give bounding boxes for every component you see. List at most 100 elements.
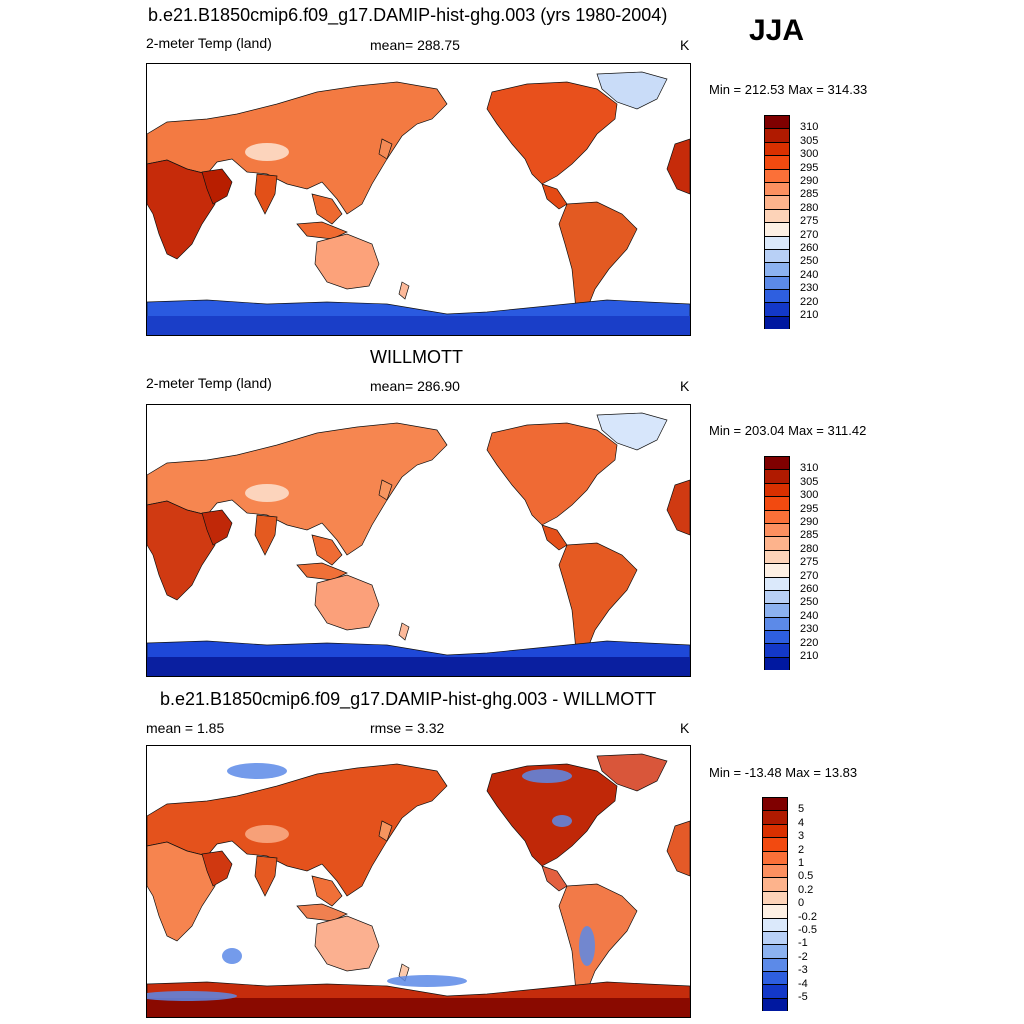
colorbar-swatch	[764, 482, 790, 497]
world-map	[147, 71, 690, 335]
colorbar-swatch	[762, 957, 788, 972]
colorbar-swatch	[764, 262, 790, 276]
colorbar-swatch	[762, 863, 788, 878]
colorbar-swatch	[764, 469, 790, 483]
world-map	[147, 412, 690, 676]
land-africa_east	[666, 138, 690, 195]
panel-title: b.e21.B1850cmip6.f09_g17.DAMIP-hist-ghg.…	[160, 689, 657, 709]
colorbar-swatch	[764, 195, 790, 209]
land-indonesia	[296, 903, 348, 922]
colorbar-tick-label: -4	[798, 977, 808, 990]
land-camerica	[541, 183, 568, 210]
land-indonesia	[296, 562, 348, 581]
colorbar-tick-label: -2	[798, 950, 808, 963]
colorbar: 5 4 3 2 1 0.5 0.2 0 -0.2 -0.5 -1 -2 -3 -4 -5	[762, 797, 817, 1012]
land-australia	[314, 915, 380, 972]
minmax-label: Min = 212.53 Max = 314.33	[709, 82, 868, 97]
colorbar-swatch	[764, 208, 790, 223]
colorbar-tick-label: 5	[798, 803, 805, 816]
colorbar-swatch	[762, 810, 788, 824]
colorbar-tick-label: 0.2	[798, 883, 814, 896]
tibet-plateau	[245, 143, 289, 161]
colorbar-swatch	[764, 603, 790, 617]
colorbar-swatch	[764, 289, 790, 303]
colorbar-tick-label: 310	[800, 121, 819, 134]
colorbar-swatch	[764, 656, 790, 671]
colorbar-swatch	[764, 248, 790, 263]
land-eurasia	[147, 763, 448, 897]
colorbar-swatch	[764, 155, 790, 169]
colorbar-swatch	[764, 509, 790, 523]
colorbar-tick-label: 2	[798, 843, 805, 856]
map-difference	[146, 745, 691, 1018]
colorbar-tick-label: 295	[800, 161, 819, 174]
land-africa_east	[666, 820, 690, 877]
colorbar-swatch	[764, 115, 790, 129]
tibet-plateau	[245, 825, 289, 843]
land-namerica	[486, 422, 618, 526]
colorbar-tick-label: 285	[800, 529, 819, 542]
colorbar-swatch	[762, 850, 788, 864]
land-namerica	[486, 81, 618, 185]
negative-anomaly	[579, 926, 595, 966]
colorbar-tick-label: 230	[800, 623, 819, 636]
antarctica-interior	[147, 998, 690, 1017]
colorbar-tick-label: -1	[798, 937, 808, 950]
panel-title: WILLMOTT	[370, 347, 463, 367]
colorbar-swatch	[764, 576, 790, 590]
land-greenland	[596, 71, 668, 110]
colorbar-tick-label: -3	[798, 964, 808, 977]
variable-label: 2-meter Temp (land)	[146, 35, 272, 51]
land-arabia	[201, 850, 233, 887]
colorbar-tick-label: 270	[800, 228, 819, 241]
units-label: K	[680, 720, 690, 736]
panel-title: b.e21.B1850cmip6.f09_g17.DAMIP-hist-ghg.…	[148, 5, 668, 25]
land-camerica	[541, 524, 568, 551]
land-seasia	[311, 193, 343, 225]
negative-anomaly	[522, 769, 572, 783]
mean-label: mean= 286.90	[370, 378, 460, 394]
colorbar-swatch	[764, 302, 790, 316]
land-africa_east	[666, 479, 690, 536]
colorbar-swatch	[762, 971, 788, 985]
colorbar-swatch	[762, 944, 788, 958]
rmse-label: rmse = 3.32	[370, 720, 445, 736]
land-camerica	[541, 865, 568, 892]
colorbar-tick-label: 300	[800, 489, 819, 502]
negative-anomaly	[222, 948, 242, 964]
colorbar-tick-label: 250	[800, 596, 819, 609]
colorbar-tick-label: 240	[800, 609, 819, 622]
colorbar-tick-label: 295	[800, 502, 819, 515]
colorbar-tick-label: 290	[800, 175, 819, 187]
colorbar-tick-label: -0.5	[798, 924, 817, 936]
colorbar-swatch	[762, 984, 788, 998]
negative-anomaly	[552, 815, 572, 827]
colorbar-swatch	[762, 904, 788, 918]
colorbar-swatch	[764, 168, 790, 182]
season-label: JJA	[749, 14, 805, 47]
land-india	[254, 514, 278, 556]
colorbar-swatch	[764, 456, 790, 470]
colorbar-swatch	[762, 917, 788, 931]
variable-label: 2-meter Temp (land)	[146, 375, 272, 391]
colorbar-tick-label: 280	[800, 542, 819, 555]
land-greenland	[596, 753, 668, 792]
land-namerica	[486, 763, 618, 867]
colorbar-tick-label: 280	[800, 201, 819, 214]
colorbar-tick-label: 220	[800, 295, 819, 308]
minmax-label: Min = 203.04 Max = 311.42	[709, 423, 867, 438]
colorbar-tick-label: 275	[800, 215, 819, 228]
colorbar-tick-label: 3	[798, 830, 805, 843]
land-arabia	[201, 168, 233, 205]
colorbar-tick-label: 240	[800, 268, 819, 281]
colorbar-swatch	[764, 563, 790, 577]
negative-anomaly	[147, 991, 237, 1001]
land-japan	[378, 479, 393, 501]
colorbar-tick-label: 305	[800, 134, 819, 147]
land-nz	[398, 281, 410, 300]
colorbar-tick-label: 290	[800, 516, 819, 528]
colorbar-tick-label: 4	[798, 816, 805, 829]
colorbar-tick-label: 300	[800, 148, 819, 161]
colorbar-swatch	[764, 128, 790, 142]
colorbar-tick-label: 230	[800, 282, 819, 295]
